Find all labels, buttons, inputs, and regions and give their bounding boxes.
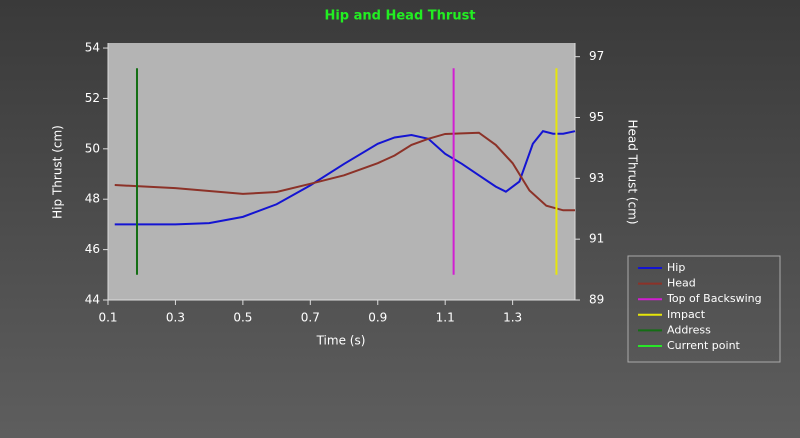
y2-tick-label: 95 (589, 110, 604, 124)
y2-tick-label: 97 (589, 49, 604, 63)
y2-tick-label: 93 (589, 171, 604, 185)
legend-label: Hip (667, 261, 685, 274)
legend-label: Address (667, 323, 711, 336)
y2-tick-label: 89 (589, 293, 604, 307)
x-tick-label: 0.9 (368, 311, 387, 325)
x-axis-label: Time (s) (316, 334, 366, 348)
legend-label: Top of Backswing (666, 292, 762, 305)
y-tick-label: 50 (85, 141, 100, 155)
y-tick-label: 48 (85, 192, 100, 206)
y2-tick-label: 91 (589, 232, 604, 246)
series-line (114, 130, 576, 226)
chart-title: Hip and Head Thrust (324, 9, 475, 24)
x-tick-label: 0.7 (301, 311, 320, 325)
x-tick-label: 1.3 (503, 311, 522, 325)
legend-box (627, 255, 781, 363)
y-tick-label: 54 (85, 41, 100, 55)
y-tick-label: 44 (85, 293, 100, 307)
x-tick-label: 1.1 (436, 311, 455, 325)
legend-label: Head (667, 277, 696, 290)
x-tick-label: 0.1 (98, 311, 117, 325)
legend-label: Impact (667, 308, 706, 321)
y-axis-label: Hip Thrust (cm) (51, 125, 65, 219)
plot-area (108, 43, 575, 300)
y-tick-label: 52 (85, 91, 100, 105)
y-tick-label: 46 (85, 242, 100, 256)
x-tick-label: 0.5 (233, 311, 252, 325)
y2-axis-label: Head Thrust (cm) (626, 119, 640, 224)
x-tick-label: 0.3 (166, 311, 185, 325)
series-line (114, 131, 575, 212)
legend-label: Current point (667, 339, 741, 352)
